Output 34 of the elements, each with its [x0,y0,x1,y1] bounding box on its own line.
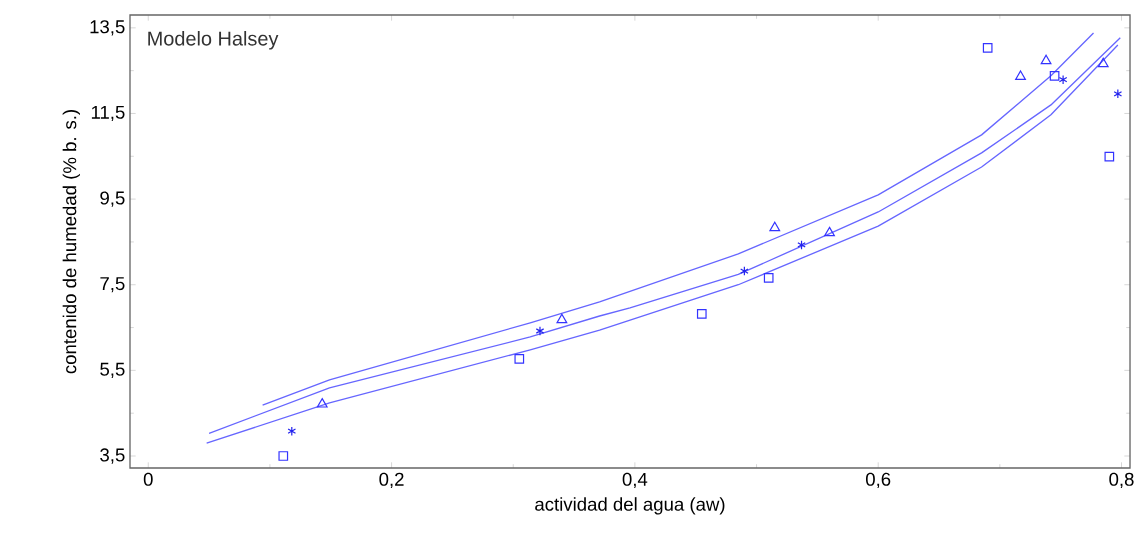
x-axis-title: actividad del agua (aw) [535,497,725,515]
y-tick-label: 13,5 [90,20,125,36]
y-tick-label: 11,5 [91,105,125,122]
point [556,313,568,324]
point [763,273,774,283]
point [797,240,806,250]
point [1040,54,1052,65]
point [1049,70,1060,81]
y-axis-title: contenido de humedad (% b. s.) [62,110,80,374]
x-tick-label: 0,4 [622,472,648,489]
point [1015,70,1026,81]
point [1104,151,1115,162]
point [769,221,781,232]
point [1113,88,1123,99]
point [316,398,328,408]
y-tick-label: 3,5 [100,448,125,464]
point [982,43,993,53]
y-tick-label: 5,5 [100,362,125,378]
point [1058,74,1068,85]
point [1097,57,1109,68]
point [696,309,707,319]
x-tick-label: 0,8 [1109,472,1134,489]
x-tick-label: 0,6 [865,472,891,489]
annotation: Modelo Halsey [148,31,279,50]
point [514,353,525,364]
point [740,266,749,276]
y-tick-label: 7,5 [100,277,125,293]
x-tick-label: 0,2 [379,472,404,489]
point [278,451,289,461]
y-tick-label: 9,5 [100,191,125,207]
point [287,426,297,437]
x-tick-label: 0 [143,472,153,486]
point [824,226,835,237]
point [535,326,545,336]
